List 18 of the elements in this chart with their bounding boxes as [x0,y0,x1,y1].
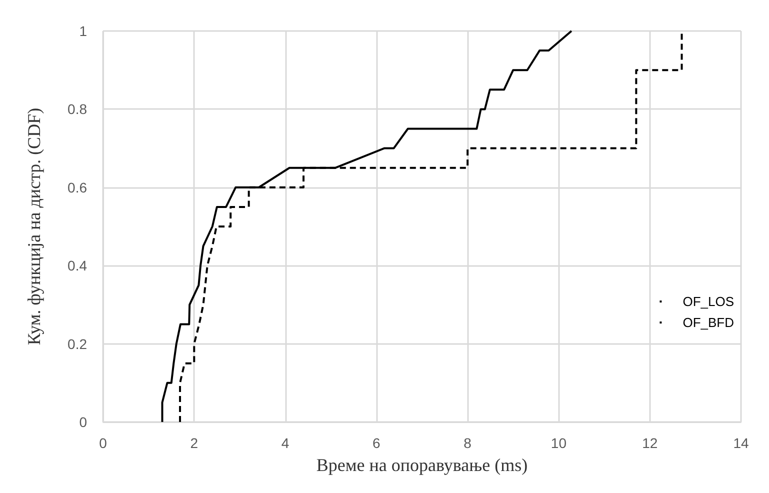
y-tick-label: 0.8 [68,101,88,118]
y-tick-label: 0.2 [68,336,88,352]
x-tick-label: 4 [281,435,290,451]
x-tick-label: 0 [99,435,108,451]
x-tick-label: 6 [372,435,381,451]
y-tick-label: 0.6 [68,179,88,196]
y-axis-title: Кум. функција на дистр. (CDF) [24,108,44,346]
y-tick-label: 0.4 [68,258,88,274]
x-axis-title: Време на опоравување (ms) [316,455,528,475]
y-tick-label: 1 [79,23,88,39]
legend-label: OF_LOS [682,294,734,309]
y-tick-label: 0 [79,414,88,430]
x-tick-label: 12 [642,435,658,451]
x-tick-label: 8 [464,435,472,451]
x-tick-label: 14 [733,435,749,451]
x-tick-label: 2 [190,435,198,451]
x-tick-label: 10 [550,435,567,451]
legend-label: OF_BFD [682,315,734,330]
